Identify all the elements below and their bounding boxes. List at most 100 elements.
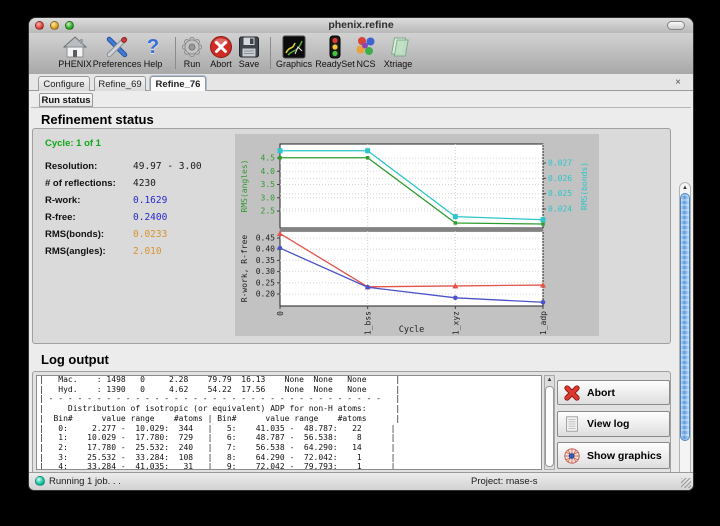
tab-refine-76[interactable]: Refine_76 [150, 76, 206, 91]
status-bar: Running 1 job. . . Project: rnase-s [29, 472, 693, 490]
tab-run-status[interactable]: Run status [39, 93, 93, 107]
toolbar-item-label: Xtriage [383, 59, 413, 69]
toolbar-item-label: Graphics [275, 59, 312, 69]
toolbar-separator [270, 37, 271, 69]
show-graphics-button[interactable]: Show graphics [557, 442, 670, 469]
toolbar-phenix-button[interactable]: PHENIX [53, 34, 97, 73]
toolbar-item-label: Run [183, 59, 201, 69]
refinement-status-panel: Cycle: 1 of 1 Resolution: 49.97 - 3.00 #… [32, 128, 671, 344]
view-log-button[interactable]: View log [557, 411, 670, 437]
refinement-chart-panel: 4.5 4.0 3.5 3.0 2.5 RMS(angles) 0.027 0.026 0.02… [235, 134, 599, 336]
project-label: Project: rnase-s [471, 476, 538, 487]
svg-text:1_adp: 1_adp [539, 311, 548, 335]
toolbar-save-button[interactable]: Save [229, 34, 269, 73]
svg-text:0.45: 0.45 [256, 234, 275, 243]
toolbar-xtriage-button[interactable]: Xtriage [376, 34, 420, 73]
abort-x-icon [564, 384, 580, 401]
title-bar[interactable]: phenix.refine [29, 18, 693, 34]
main-scrollbar[interactable]: ▲ ▼ [679, 182, 691, 490]
scroll-up-icon[interactable]: ▲ [546, 377, 553, 383]
log-scrollbar[interactable]: ▲ [544, 375, 555, 470]
run-status-page: Run status Refinement status Cycle: 1 of… [29, 91, 693, 490]
abort-button-label: Abort [587, 386, 615, 399]
phenix-refine-window: phenix.refine PHENIX Preferences ? Help … [28, 17, 694, 491]
stat-label: RMS(angles): [45, 246, 106, 257]
stat-value: 2.010 [133, 246, 162, 257]
toolbar-run-button[interactable]: Run [172, 34, 212, 73]
colored-spheres-icon [354, 35, 378, 59]
svg-text:0: 0 [276, 311, 285, 316]
stat-label: R-work: [45, 195, 81, 206]
toolbar-item-label: PHENIX [58, 59, 92, 69]
toolbar-graphics-button[interactable]: Graphics [271, 34, 317, 73]
toolbar-item-label: Save [238, 59, 260, 69]
svg-text:0.40: 0.40 [256, 245, 275, 254]
close-window-button[interactable] [35, 21, 44, 30]
svg-text:4.0: 4.0 [261, 167, 276, 176]
toolbar-item-label: Preferences [92, 59, 142, 69]
svg-text:0.026: 0.026 [548, 174, 572, 183]
view-log-button-label: View log [587, 418, 630, 430]
molecule-sphere-icon [564, 447, 580, 464]
stat-label: RMS(bonds): [45, 229, 105, 240]
zoom-window-button[interactable] [65, 21, 74, 30]
svg-text:3.5: 3.5 [261, 180, 276, 189]
svg-text:0.027: 0.027 [548, 159, 572, 168]
toolbar-ncs-button[interactable]: NCS [349, 34, 383, 73]
gear-icon [180, 35, 204, 59]
log-text: | Mac. : 1498 0 2.28 79.79 16.13 None No… [39, 375, 401, 470]
toolbar: PHENIX Preferences ? Help Run Abort [29, 33, 693, 75]
traffic-light-icon [323, 35, 347, 59]
running-status-icon [35, 476, 45, 486]
minimize-window-button[interactable] [50, 21, 59, 30]
toolbar-abort-button[interactable]: Abort [201, 34, 241, 73]
tools-icon [105, 35, 129, 59]
svg-text:0.35: 0.35 [256, 256, 275, 265]
log-text-area[interactable]: | Mac. : 1498 0 2.28 79.79 16.13 None No… [36, 375, 542, 470]
question-mark-icon: ? [146, 36, 160, 58]
resize-grip[interactable] [681, 478, 691, 488]
stat-value: 0.1629 [133, 195, 168, 206]
close-tab-icon[interactable]: × [675, 77, 681, 88]
stat-value: 49.97 - 3.00 [133, 161, 202, 172]
toolbar-help-button[interactable]: ? Help [134, 34, 172, 73]
save-disk-icon [237, 35, 261, 59]
toolbar-preferences-button[interactable]: Preferences [88, 34, 146, 73]
show-graphics-button-label: Show graphics [587, 449, 662, 462]
svg-text:0.024: 0.024 [548, 204, 572, 213]
log-scrollbar-thumb[interactable] [545, 386, 554, 467]
crystal-prism-icon [386, 35, 410, 59]
log-output-panel: | Mac. : 1498 0 2.28 79.79 16.13 None No… [32, 371, 671, 474]
refinement-chart: 4.5 4.0 3.5 3.0 2.5 RMS(angles) 0.027 0.026 0.02… [240, 143, 589, 335]
stat-label: # of reflections: [45, 178, 116, 189]
toolbar-item-label: ReadySet [315, 59, 355, 69]
svg-text:0.25: 0.25 [256, 278, 275, 287]
toolbar-toggle-button[interactable] [667, 21, 685, 30]
abort-button[interactable]: Abort [557, 380, 670, 405]
main-scrollbar-thumb[interactable] [680, 193, 690, 441]
svg-text:2.5: 2.5 [261, 207, 276, 216]
tab-configure[interactable]: Configure [38, 76, 90, 91]
svg-text:4.5: 4.5 [261, 154, 276, 163]
scroll-up-icon[interactable]: ▲ [682, 185, 688, 191]
molecule-graphics-icon [282, 35, 306, 59]
svg-text:RMS(angles): RMS(angles) [240, 160, 249, 213]
divider [31, 107, 691, 108]
stat-value: 0.2400 [133, 212, 168, 223]
running-status-text: Running 1 job. . . [49, 476, 121, 487]
svg-text:0.025: 0.025 [548, 189, 572, 198]
toolbar-item-label: Abort [210, 59, 232, 69]
toolbar-separator [175, 37, 176, 69]
svg-text:1_xyz: 1_xyz [451, 311, 460, 335]
svg-text:RMS(bonds): RMS(bonds) [580, 162, 589, 210]
stat-value: 0.0233 [133, 229, 168, 240]
toolbar-readyset-button[interactable]: ReadySet [311, 34, 359, 73]
svg-text:Cycle: Cycle [399, 325, 425, 335]
svg-text:0.20: 0.20 [256, 289, 275, 298]
tab-bar: Configure Refine_69 Refine_76 × [29, 74, 693, 91]
svg-text:1_bss: 1_bss [364, 311, 373, 335]
stat-label: R-free: [45, 212, 76, 223]
document-icon [566, 416, 578, 432]
svg-text:R-work, R-free: R-work, R-free [240, 235, 249, 303]
tab-refine-69[interactable]: Refine_69 [94, 76, 146, 91]
